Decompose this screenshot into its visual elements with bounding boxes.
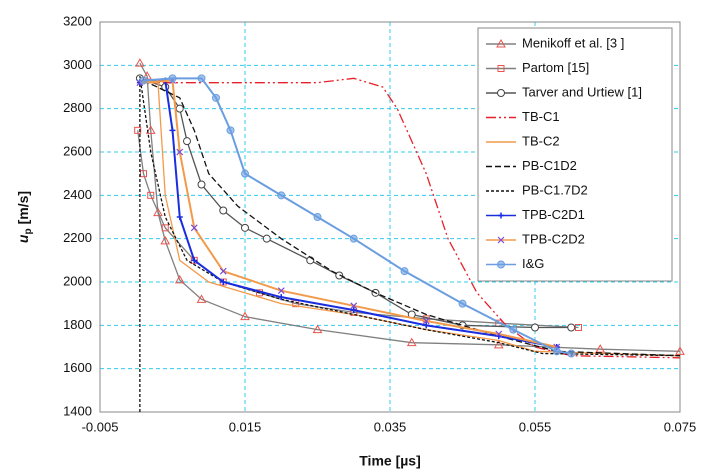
marker xyxy=(278,294,285,301)
legend-label: PB-C1D2 xyxy=(522,158,577,173)
marker xyxy=(160,235,171,245)
marker xyxy=(496,38,506,48)
marker xyxy=(458,299,467,308)
marker xyxy=(169,127,176,134)
marker xyxy=(241,223,249,232)
y-tick-label: 2200 xyxy=(63,230,92,245)
marker xyxy=(595,344,606,353)
legend-label: TPB-C2D2 xyxy=(522,231,585,246)
marker xyxy=(219,206,228,215)
series-line xyxy=(139,79,557,348)
marker xyxy=(349,234,358,243)
marker xyxy=(176,214,183,220)
y-axis-title: up [m/s] xyxy=(15,191,34,243)
marker xyxy=(498,212,504,219)
marker xyxy=(313,213,322,221)
legend-label: TB-C2 xyxy=(522,133,560,148)
marker xyxy=(134,126,142,134)
marker xyxy=(175,104,184,113)
marker xyxy=(277,287,285,295)
legend-label: Tarver and Urtiew [1] xyxy=(522,84,642,99)
marker xyxy=(422,317,430,325)
marker xyxy=(139,76,148,85)
marker xyxy=(145,125,156,134)
marker xyxy=(312,324,323,334)
marker xyxy=(183,137,191,146)
x-tick-label: 0.015 xyxy=(229,419,262,434)
marker xyxy=(497,260,505,269)
marker xyxy=(509,325,518,334)
plot-frame xyxy=(99,21,681,413)
marker xyxy=(135,58,145,67)
y-tick-label: 3200 xyxy=(63,13,92,28)
marker xyxy=(493,339,504,349)
marker xyxy=(531,323,539,332)
marker xyxy=(423,322,430,329)
series-line xyxy=(139,77,681,359)
series-line xyxy=(139,82,681,357)
marker xyxy=(196,294,207,303)
legend-label: TB-C1 xyxy=(522,109,560,124)
y-axis-title-unit: [m/s] xyxy=(15,191,31,224)
legend-label: TPB-C2D1 xyxy=(522,207,585,222)
y-axis-title-main: u xyxy=(15,234,31,243)
marker xyxy=(226,126,235,135)
marker xyxy=(552,347,561,356)
marker xyxy=(495,330,503,338)
marker xyxy=(153,207,163,217)
y-tick-label: 1800 xyxy=(63,317,92,332)
series-line xyxy=(139,62,681,352)
marker xyxy=(140,170,147,178)
legend: Menikoff et al. [3 ] Partom [15] Tarver an… xyxy=(477,27,673,282)
marker xyxy=(497,89,505,97)
y-tick-label: 3000 xyxy=(63,57,92,72)
marker xyxy=(220,279,227,285)
x-tick-label: 0.075 xyxy=(664,419,697,434)
legend-label: I&G xyxy=(522,256,544,271)
series-line xyxy=(139,76,681,412)
marker xyxy=(190,224,198,232)
marker xyxy=(191,257,198,264)
marker xyxy=(277,191,286,200)
marker xyxy=(197,180,206,189)
marker xyxy=(675,346,685,355)
legend-label: PB-C1.7D2 xyxy=(522,182,588,197)
marker xyxy=(497,236,505,244)
legend-box xyxy=(477,27,673,282)
marker xyxy=(174,274,185,284)
y-tick-label: 2600 xyxy=(63,143,92,158)
y-axis-title-sub: p xyxy=(23,228,34,234)
marker xyxy=(197,74,206,83)
marker xyxy=(161,224,169,232)
marker xyxy=(350,307,357,314)
y-tick-label: 2400 xyxy=(63,187,92,202)
y-tick-label: 2000 xyxy=(63,273,92,288)
marker xyxy=(567,323,576,332)
y-tick-label: 1600 xyxy=(63,360,92,375)
marker xyxy=(241,169,249,178)
x-tick-label: 0.055 xyxy=(519,419,552,434)
marker xyxy=(400,267,409,276)
marker xyxy=(168,74,177,83)
x-tick-label: 0.035 xyxy=(374,419,407,434)
marker xyxy=(212,93,220,102)
y-tick-label: 1400 xyxy=(63,403,92,418)
x-tick-label: -0.005 xyxy=(82,419,119,434)
marker xyxy=(497,65,505,72)
marker xyxy=(176,148,184,156)
marker xyxy=(262,234,271,243)
marker xyxy=(219,267,227,275)
legend-label: Partom [15] xyxy=(522,60,589,75)
legend-label: Menikoff et al. [3 ] xyxy=(522,35,624,50)
marker xyxy=(406,337,417,347)
marker xyxy=(147,191,155,199)
marker xyxy=(350,302,358,310)
y-tick-label: 2800 xyxy=(63,100,92,115)
marker xyxy=(240,311,250,321)
marker xyxy=(567,349,576,358)
series-line xyxy=(143,77,572,355)
x-axis-title: Time [µs] xyxy=(359,453,421,469)
marker xyxy=(575,324,582,331)
